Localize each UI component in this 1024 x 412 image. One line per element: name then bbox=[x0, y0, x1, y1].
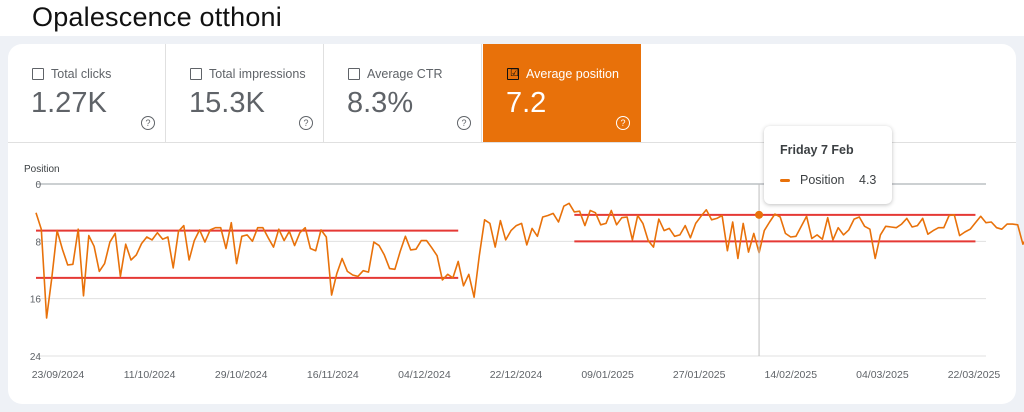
x-tick-label: 23/09/2024 bbox=[32, 369, 85, 381]
metric-label: Average CTR bbox=[367, 67, 443, 81]
metric-cards: Total clicks 1.27K ? Total impressions 1… bbox=[8, 44, 1016, 143]
x-tick-label: 04/12/2024 bbox=[398, 369, 451, 381]
x-tick-label: 22/12/2024 bbox=[490, 369, 543, 381]
metric-label: Total impressions bbox=[209, 67, 306, 81]
checkbox-checked-icon[interactable]: ☑ bbox=[507, 68, 519, 80]
x-tick-label: 22/03/2025 bbox=[948, 369, 1001, 381]
y-tick-label: 8 bbox=[35, 237, 41, 248]
metric-total-clicks[interactable]: Total clicks 1.27K ? bbox=[8, 44, 166, 142]
series-swatch-icon bbox=[780, 179, 790, 182]
hover-point[interactable] bbox=[755, 210, 764, 219]
y-tick-label: 24 bbox=[30, 352, 42, 363]
checkbox-icon[interactable] bbox=[190, 68, 202, 80]
x-tick-label: 14/02/2025 bbox=[765, 369, 818, 381]
help-icon[interactable]: ? bbox=[616, 116, 630, 130]
tooltip-series-label: Position bbox=[800, 173, 845, 187]
metric-total-impressions[interactable]: Total impressions 15.3K ? bbox=[166, 44, 324, 142]
tooltip-date: Friday 7 Feb bbox=[780, 143, 854, 157]
x-tick-label: 11/10/2024 bbox=[124, 369, 176, 381]
metric-value: 8.3% bbox=[347, 87, 414, 119]
chart-tooltip: Friday 7 Feb Position 4.3 bbox=[764, 126, 892, 204]
metric-value: 15.3K bbox=[189, 87, 265, 119]
tooltip-series-value: 4.3 bbox=[859, 173, 877, 187]
x-tick-label: 09/01/2025 bbox=[581, 369, 634, 381]
y-axis-title: Position bbox=[24, 164, 60, 175]
check-mark-icon: ☑ bbox=[510, 68, 519, 79]
x-tick-label: 27/01/2025 bbox=[673, 369, 726, 381]
metric-value: 1.27K bbox=[31, 87, 107, 119]
metric-label: Average position bbox=[526, 67, 619, 81]
performance-card: Total clicks 1.27K ? Total impressions 1… bbox=[8, 44, 1016, 404]
y-tick-label: 0 bbox=[35, 180, 41, 191]
x-tick-label: 04/03/2025 bbox=[856, 369, 909, 381]
x-tick-label: 29/10/2024 bbox=[215, 369, 268, 381]
metric-average-ctr[interactable]: Average CTR 8.3% ? bbox=[324, 44, 482, 142]
y-tick-label: 16 bbox=[30, 295, 42, 306]
metric-average-position[interactable]: ☑ Average position 7.2 ? bbox=[483, 44, 641, 142]
x-tick-label: 16/11/2024 bbox=[307, 369, 359, 381]
help-icon[interactable]: ? bbox=[299, 116, 313, 130]
checkbox-icon[interactable] bbox=[348, 68, 360, 80]
checkbox-icon[interactable] bbox=[32, 68, 44, 80]
page-title: Opalescence otthoni bbox=[32, 2, 282, 32]
metric-value: 7.2 bbox=[506, 87, 547, 119]
help-icon[interactable]: ? bbox=[141, 116, 155, 130]
metric-label: Total clicks bbox=[51, 67, 112, 81]
position-series-line bbox=[35, 202, 1024, 319]
help-icon[interactable]: ? bbox=[457, 116, 471, 130]
